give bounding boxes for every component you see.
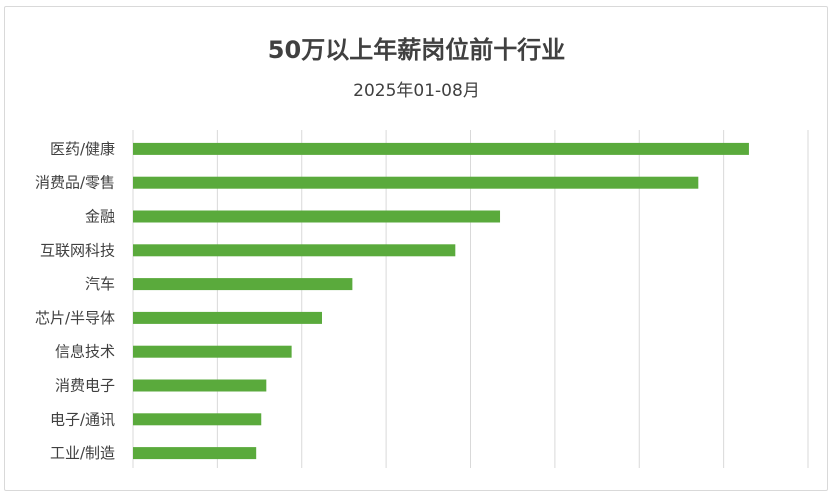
bar-4 bbox=[133, 244, 456, 257]
bar-5 bbox=[133, 278, 353, 291]
bar-3 bbox=[133, 210, 501, 223]
chart-title: 50万以上年薪岗位前十行业 bbox=[267, 36, 566, 64]
category-label: 信息技术 bbox=[55, 343, 115, 361]
category-label: 消费电子 bbox=[55, 377, 115, 395]
bar-7 bbox=[133, 345, 292, 358]
bar-10 bbox=[133, 447, 257, 460]
category-label: 医药/健康 bbox=[50, 140, 115, 158]
bar-6 bbox=[133, 311, 322, 324]
category-label: 工业/制造 bbox=[50, 444, 115, 462]
chart-subtitle: 2025年01-08月 bbox=[353, 81, 480, 101]
bars bbox=[133, 142, 749, 460]
category-label: 汽车 bbox=[85, 275, 115, 293]
category-labels: 医药/健康消费品/零售金融互联网科技汽车芯片/半导体信息技术消费电子电子/通讯工… bbox=[35, 140, 115, 462]
category-label: 消费品/零售 bbox=[35, 174, 115, 192]
category-label: 芯片/半导体 bbox=[35, 309, 115, 327]
bar-1 bbox=[133, 142, 749, 155]
bar-2 bbox=[133, 176, 699, 189]
bar-8 bbox=[133, 379, 267, 392]
category-label: 金融 bbox=[85, 208, 115, 226]
category-label: 互联网科技 bbox=[40, 241, 115, 259]
bar-9 bbox=[133, 413, 262, 426]
category-label: 电子/通讯 bbox=[50, 410, 115, 428]
